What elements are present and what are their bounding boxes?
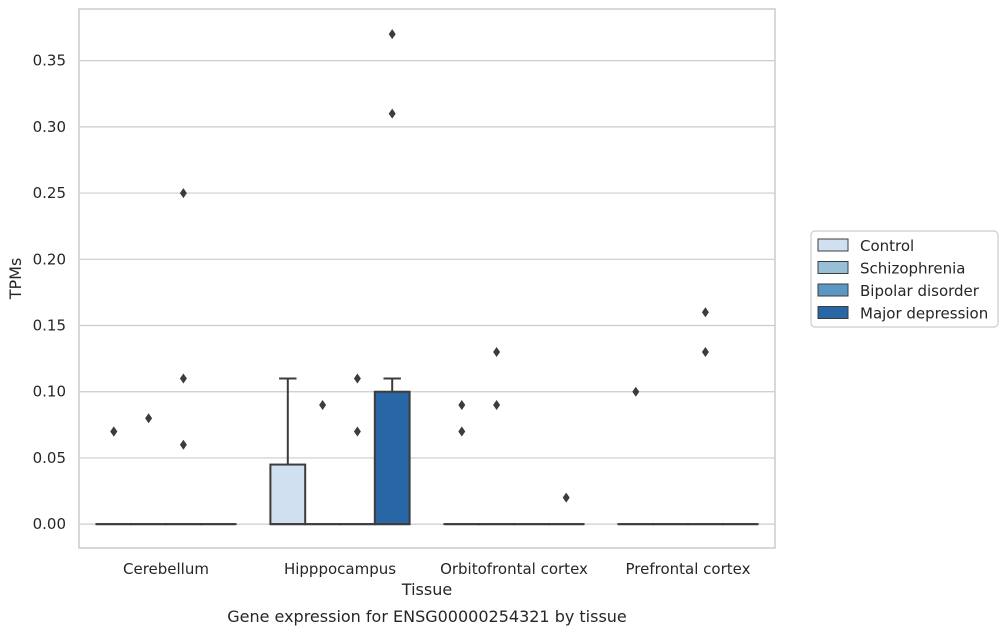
box-major-depression — [373, 29, 411, 526]
y-tick-label: 0.00 — [33, 515, 66, 533]
box-control — [269, 377, 307, 526]
y-tick-label: 0.30 — [33, 118, 66, 136]
outlier-point — [319, 399, 327, 410]
legend-swatch — [817, 261, 849, 274]
outlier-point — [388, 108, 396, 119]
y-axis-ticks: 0.00 0.05 0.10 0.15 0.20 0.25 0.30 0.35 — [33, 52, 66, 534]
legend-swatch — [817, 238, 849, 252]
plot-frame — [78, 8, 776, 549]
box-bipolar-disorder — [165, 188, 202, 526]
plot-area — [95, 29, 759, 526]
box-bipolar-disorder — [687, 307, 724, 526]
x-axis-label: Tissue — [401, 580, 452, 599]
outlier-point — [493, 347, 501, 357]
outlier-point — [179, 439, 187, 450]
box-bipolar-disorder — [339, 373, 376, 526]
x-axis-ticks: Cerebellum Hipppocampus Orbitofrontal cort… — [123, 560, 751, 578]
y-tick-label: 0.15 — [33, 317, 66, 335]
chart-caption: Gene expression for ENSG00000254321 by t… — [227, 607, 627, 626]
legend-label: Bipolar disorder — [860, 282, 980, 300]
y-tick-label: 0.05 — [33, 449, 66, 467]
outlier-point — [179, 188, 187, 199]
box-control — [617, 386, 655, 526]
box-schizophrenia — [304, 399, 342, 526]
gridlines — [79, 60, 775, 525]
box-schizophrenia — [130, 413, 167, 526]
outlier-point — [388, 29, 396, 40]
legend: Control Schizophrenia Bipolar disorder Majo… — [810, 230, 999, 328]
outlier-point — [701, 307, 709, 318]
x-tick-label: Prefrontal cortex — [626, 560, 751, 578]
box-body — [373, 390, 411, 526]
legend-swatch — [817, 283, 849, 297]
legend-label: Control — [860, 237, 914, 255]
y-tick-label: 0.10 — [33, 383, 66, 401]
outlier-point — [353, 426, 361, 437]
x-tick-label: Cerebellum — [123, 560, 209, 578]
legend-frame — [810, 230, 999, 328]
legend-label: Major depression — [860, 305, 988, 323]
outlier-point — [353, 373, 361, 384]
box-body — [269, 463, 307, 526]
y-tick-label: 0.35 — [33, 52, 66, 70]
box-control — [95, 426, 133, 526]
legend-swatch — [817, 306, 849, 319]
y-tick-label: 0.20 — [33, 250, 66, 268]
x-tick-label: Hipppocampus — [284, 560, 396, 578]
outlier-point — [110, 426, 118, 437]
box-schizophrenia — [478, 347, 516, 526]
y-axis-label: TPMs — [6, 258, 25, 301]
outlier-point — [493, 399, 501, 410]
y-tick-label: 0.25 — [33, 184, 66, 202]
box-major-depression — [547, 492, 585, 526]
outlier-point — [458, 426, 466, 437]
outlier-point — [179, 373, 187, 384]
outlier-point — [632, 386, 640, 397]
outlier-point — [701, 347, 709, 357]
outlier-point — [458, 399, 466, 410]
outlier-point — [145, 413, 153, 424]
box-control — [443, 399, 481, 526]
outlier-point — [562, 492, 570, 503]
x-tick-label: Orbitofrontal cortex — [440, 560, 588, 578]
legend-label: Schizophrenia — [860, 260, 965, 278]
